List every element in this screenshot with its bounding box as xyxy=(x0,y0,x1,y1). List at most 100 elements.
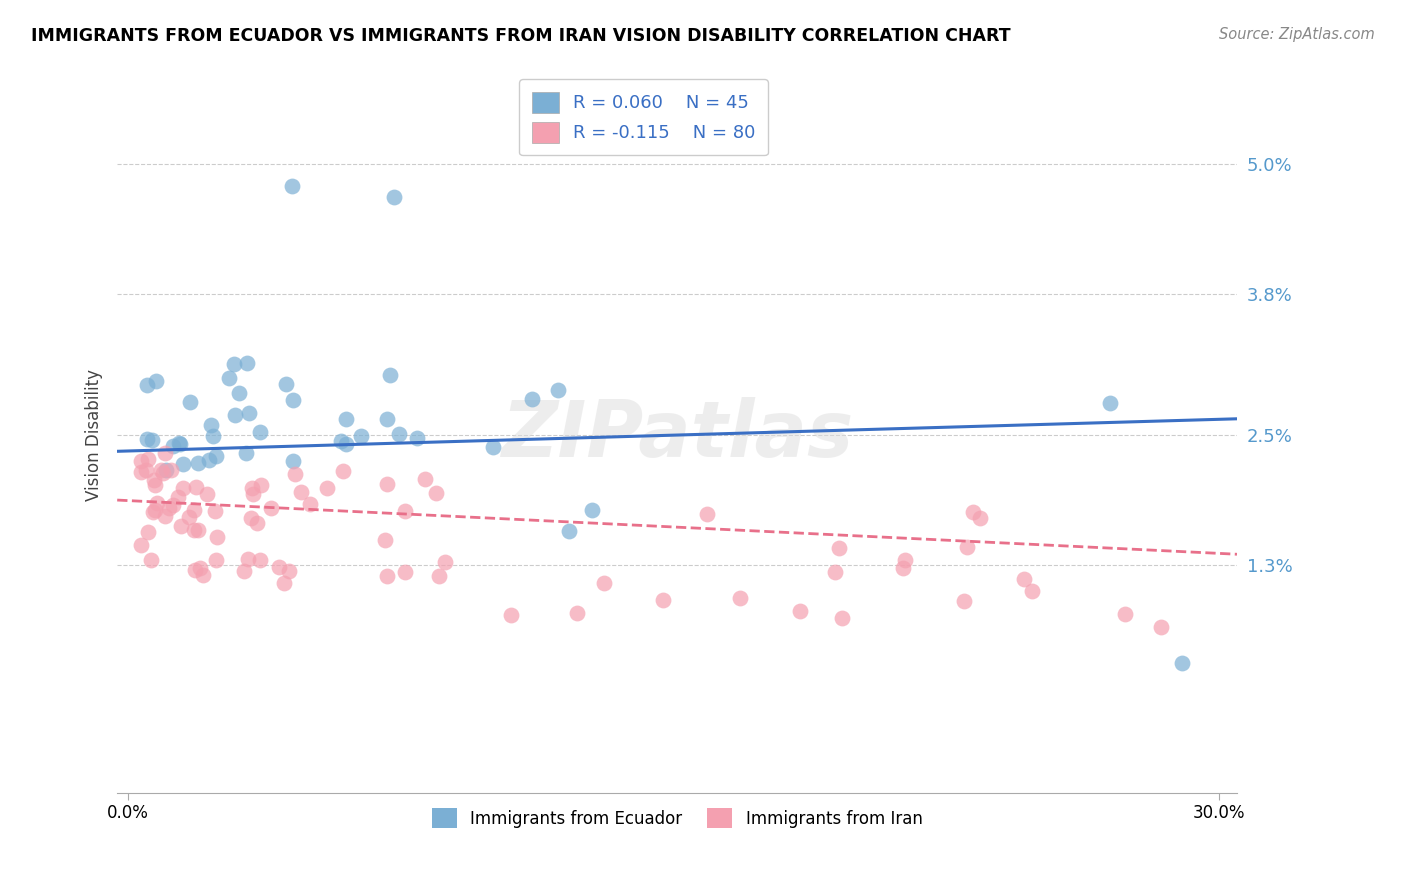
Point xyxy=(824,566,846,580)
Point xyxy=(162,498,184,512)
Point xyxy=(1098,395,1121,409)
Point xyxy=(218,371,240,385)
Point xyxy=(238,406,260,420)
Point xyxy=(200,418,222,433)
Point xyxy=(245,516,267,531)
Point xyxy=(155,446,177,460)
Point xyxy=(193,568,215,582)
Point xyxy=(375,568,398,582)
Point xyxy=(374,533,396,548)
Point xyxy=(315,481,337,495)
Point xyxy=(183,503,205,517)
Point xyxy=(129,453,152,467)
Point xyxy=(204,553,226,567)
Point xyxy=(335,436,357,450)
Point xyxy=(204,449,226,463)
Point xyxy=(953,594,976,608)
Point xyxy=(652,592,675,607)
Point xyxy=(274,377,297,392)
Point xyxy=(236,552,259,566)
Point xyxy=(160,463,183,477)
Point xyxy=(547,383,569,397)
Point xyxy=(167,436,190,450)
Point xyxy=(143,477,166,491)
Point xyxy=(145,496,167,510)
Point xyxy=(240,511,263,525)
Point xyxy=(394,504,416,518)
Point xyxy=(290,484,312,499)
Point xyxy=(145,503,167,517)
Point xyxy=(155,463,177,477)
Text: Source: ZipAtlas.com: Source: ZipAtlas.com xyxy=(1219,27,1375,42)
Point xyxy=(281,392,304,407)
Point xyxy=(1114,607,1136,621)
Text: IMMIGRANTS FROM ECUADOR VS IMMIGRANTS FROM IRAN VISION DISABILITY CORRELATION CH: IMMIGRANTS FROM ECUADOR VS IMMIGRANTS FR… xyxy=(31,27,1011,45)
Point xyxy=(394,565,416,579)
Point xyxy=(828,541,851,555)
Point xyxy=(145,375,167,389)
Point xyxy=(284,467,307,482)
Point xyxy=(198,452,221,467)
Point xyxy=(789,604,811,618)
Point xyxy=(172,481,194,495)
Point xyxy=(228,386,250,401)
Point xyxy=(249,553,271,567)
Point xyxy=(427,568,450,582)
Y-axis label: Vision Disability: Vision Disability xyxy=(86,369,103,501)
Point xyxy=(153,508,176,523)
Point xyxy=(233,564,256,578)
Text: ZIPatlas: ZIPatlas xyxy=(501,397,853,473)
Point xyxy=(1012,572,1035,586)
Point xyxy=(281,454,304,468)
Point xyxy=(499,607,522,622)
Point xyxy=(169,437,191,451)
Point xyxy=(482,440,505,454)
Point xyxy=(235,446,257,460)
Point xyxy=(375,412,398,426)
Point xyxy=(267,559,290,574)
Point xyxy=(332,464,354,478)
Point xyxy=(240,481,263,495)
Point xyxy=(179,510,201,524)
Point xyxy=(204,504,226,518)
Point xyxy=(170,518,193,533)
Point xyxy=(172,457,194,471)
Point xyxy=(138,525,160,540)
Point xyxy=(131,466,153,480)
Point xyxy=(183,524,205,538)
Point xyxy=(378,368,401,383)
Point xyxy=(382,189,405,203)
Point xyxy=(150,463,173,477)
Point xyxy=(565,607,588,621)
Point xyxy=(224,408,246,422)
Point xyxy=(201,429,224,443)
Point xyxy=(593,575,616,590)
Point xyxy=(273,575,295,590)
Point xyxy=(135,378,157,392)
Point xyxy=(162,439,184,453)
Point xyxy=(425,485,447,500)
Point xyxy=(141,434,163,448)
Point xyxy=(1171,656,1194,670)
Point xyxy=(299,497,322,511)
Point xyxy=(330,434,353,448)
Point xyxy=(405,431,427,445)
Point xyxy=(142,473,165,487)
Point xyxy=(413,472,436,486)
Point xyxy=(696,507,718,521)
Point xyxy=(157,501,180,516)
Point xyxy=(131,538,153,552)
Point xyxy=(142,505,165,519)
Point xyxy=(184,563,207,577)
Point xyxy=(224,357,246,371)
Point xyxy=(186,480,208,494)
Point xyxy=(167,490,190,504)
Point xyxy=(152,466,174,480)
Point xyxy=(831,611,853,625)
Point xyxy=(280,178,302,193)
Point xyxy=(136,432,159,446)
Point xyxy=(205,530,228,544)
Point xyxy=(558,524,581,539)
Point xyxy=(350,429,373,443)
Point xyxy=(187,523,209,537)
